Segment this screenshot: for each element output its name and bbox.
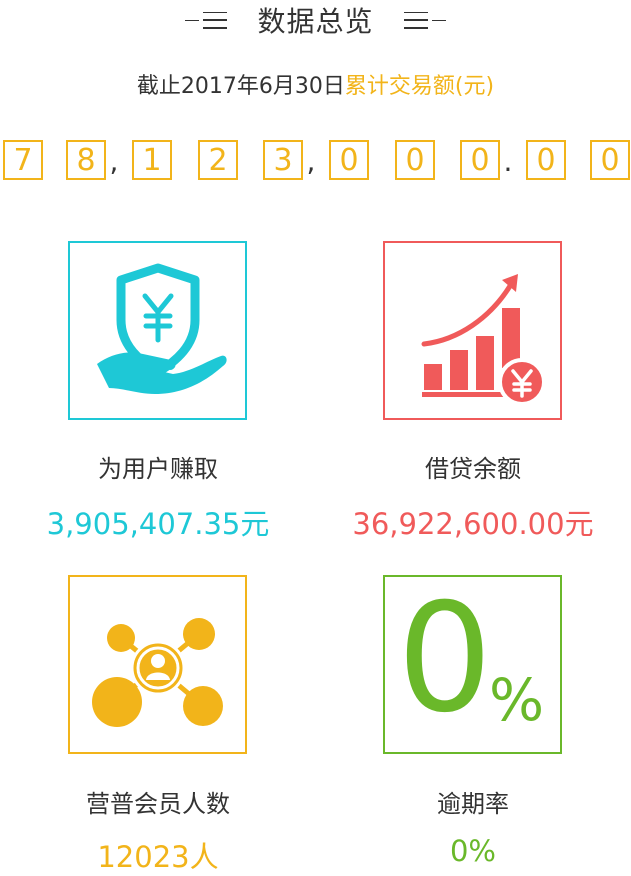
earned-label: 为用户赚取 — [98, 455, 218, 483]
overdue-label: 逾期率 — [437, 790, 509, 818]
hand-shield-yen-icon — [96, 263, 227, 394]
loans-card — [383, 241, 562, 420]
digit-box: 1 — [132, 140, 172, 180]
members-card — [68, 575, 247, 754]
summary-date: 截止2017年6月30日 — [136, 74, 345, 99]
growth-chart-yen-icon — [421, 273, 546, 406]
members-label: 营普会员人数 — [86, 790, 230, 818]
digit-box: 3 — [263, 140, 303, 180]
earned-value: 3,905,407.35元 — [46, 507, 270, 541]
loans-label: 借贷余额 — [425, 455, 521, 483]
title-decoration-left — [185, 11, 228, 29]
members-value: 12023人 — [97, 840, 219, 874]
digit-separator: , — [109, 145, 119, 178]
overdue-value: 0% — [449, 834, 496, 868]
digit-box: 0 — [590, 140, 630, 180]
digit-box: 0 — [395, 140, 435, 180]
summary-highlight: 累计交易额(元) — [344, 74, 495, 99]
network-user-icon — [91, 617, 223, 727]
digit-box: 0 — [526, 140, 566, 180]
digit-separator: , — [306, 145, 316, 178]
summary-caption: 截止2017年6月30日累计交易额(元) — [0, 68, 631, 100]
digit-box: 7 — [3, 140, 43, 180]
loans-value: 36,922,600.00元 — [352, 507, 594, 541]
digit-separator: . — [503, 145, 513, 178]
digit-box: 2 — [198, 140, 238, 180]
overdue-big-unit: % — [489, 666, 545, 734]
digit-box: 8 — [66, 140, 106, 180]
overdue-big-number: 0 — [397, 572, 493, 746]
digit-box: 0 — [460, 140, 500, 180]
total-amount-counter: 7 8 , 1 2 3 , 0 0 0 . 0 0 — [0, 140, 631, 182]
page-title: 数据总览 — [257, 5, 374, 38]
section-header: 数据总览 — [0, 0, 631, 40]
title-decoration-right — [403, 11, 446, 29]
earned-card — [68, 241, 247, 420]
digit-box: 0 — [329, 140, 369, 180]
overdue-card: 0 % — [383, 575, 562, 754]
